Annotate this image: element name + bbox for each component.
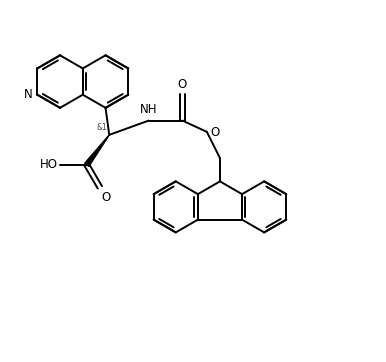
Text: O: O (102, 191, 111, 204)
Text: &1: &1 (96, 123, 107, 132)
Polygon shape (85, 135, 109, 167)
Text: N: N (24, 88, 33, 101)
Text: NH: NH (140, 103, 157, 116)
Text: HO: HO (39, 158, 58, 171)
Text: O: O (178, 77, 187, 90)
Text: O: O (211, 126, 220, 139)
